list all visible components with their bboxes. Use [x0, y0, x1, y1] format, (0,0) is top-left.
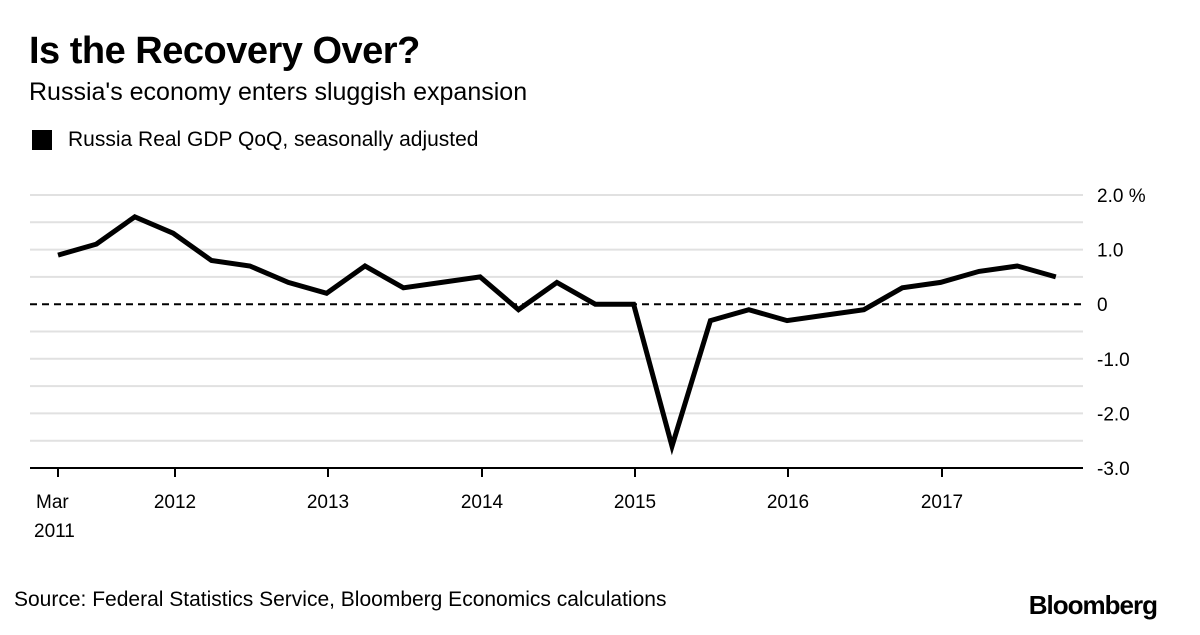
gridlines [30, 194, 1083, 442]
y-tick-label: -2.0 [1097, 404, 1130, 425]
series-layer [57, 213, 1057, 456]
x-tick-label: 2011 [34, 521, 75, 542]
x-tick-label: 2017 [921, 492, 963, 513]
legend-label: Russia Real GDP QoQ, seasonally adjusted [68, 128, 479, 151]
y-tick-label: 0 [1097, 295, 1108, 316]
x-tick-label: 2014 [461, 492, 504, 513]
chart-subtitle: Russia's economy enters sluggish expansi… [29, 78, 528, 106]
y-tick-label: -3.0 [1097, 459, 1130, 480]
chart-title: Is the Recovery Over? [29, 30, 420, 72]
x-tick-label: 2012 [154, 492, 196, 513]
x-axis: Mar 2011 2012 2013 2014 2015 2016 2017 [30, 467, 1083, 542]
legend-swatch [32, 130, 52, 150]
y-tick-label: 1.0 [1097, 241, 1123, 262]
x-tick-label: 2015 [614, 492, 656, 513]
y-tick-label: -1.0 [1097, 350, 1130, 371]
y-tick-label: 2.0 % [1097, 186, 1146, 207]
x-tick-label: 2013 [307, 492, 349, 513]
y-axis: 2.0 % 1.0 0 -1.0 -2.0 -3.0 [1097, 186, 1146, 480]
source-note: Source: Federal Statistics Service, Bloo… [14, 588, 667, 611]
x-tick-label: Mar [36, 492, 69, 513]
legend: Russia Real GDP QoQ, seasonally adjusted [32, 128, 478, 152]
x-tick-label: 2016 [767, 492, 809, 513]
bloomberg-logo: Bloomberg [1028, 590, 1158, 620]
